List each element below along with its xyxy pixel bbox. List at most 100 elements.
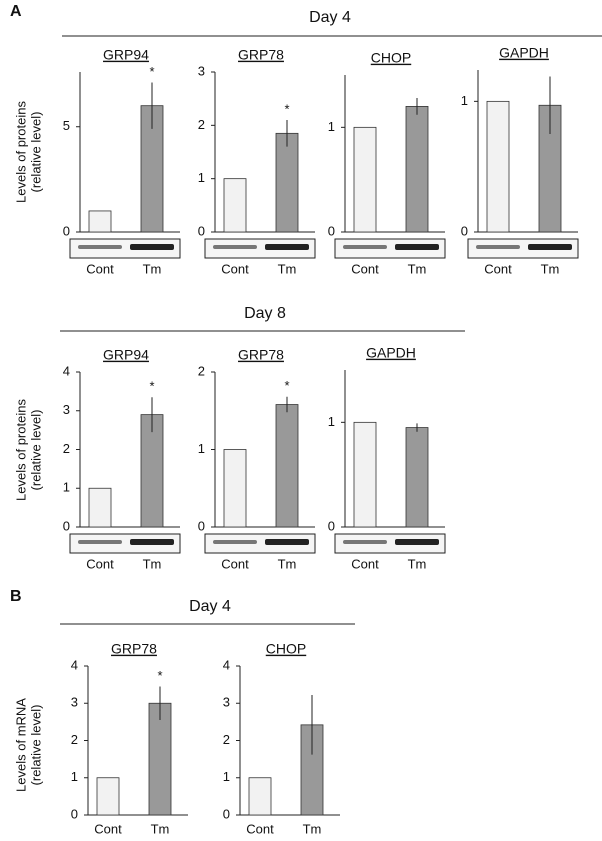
- y-tick-label: 3: [63, 402, 70, 417]
- significance: *: [149, 64, 154, 79]
- bar: [223, 178, 247, 233]
- y-tick-label: 1: [461, 93, 468, 108]
- bar: [405, 106, 429, 233]
- y-tick-label: 0: [328, 518, 335, 533]
- x-tick-label: Cont: [94, 821, 122, 836]
- y-tick-label: 2: [63, 441, 70, 456]
- x-tick-label: Tm: [278, 556, 297, 571]
- bar: [96, 777, 120, 816]
- chart-title: GRP78: [111, 641, 157, 657]
- significance: *: [284, 378, 289, 393]
- x-tick-label: Cont: [221, 556, 249, 571]
- bar: [486, 100, 510, 233]
- y-axis-label: (relative level): [28, 410, 43, 491]
- blot-band: [395, 539, 439, 545]
- bar: [88, 210, 112, 233]
- bar: [405, 427, 429, 528]
- y-tick-label: 4: [223, 657, 230, 672]
- blot-frame: [204, 533, 316, 554]
- section-title: Day 8: [244, 305, 286, 322]
- x-tick-label: Tm: [278, 261, 297, 276]
- blot-frame: [334, 238, 446, 259]
- x-tick-label: Tm: [408, 556, 427, 571]
- bar: [223, 449, 247, 528]
- blot-frame: [69, 533, 181, 554]
- y-tick-label: 1: [328, 414, 335, 429]
- chart-title: GAPDH: [499, 45, 549, 61]
- y-axis-label: (relative level): [28, 112, 43, 193]
- y-tick-label: 1: [328, 119, 335, 134]
- chart-title: GRP78: [238, 347, 284, 363]
- y-tick-label: 3: [71, 695, 78, 710]
- chart-title: GAPDH: [366, 345, 416, 361]
- y-tick-label: 0: [198, 518, 205, 533]
- x-tick-label: Cont: [246, 821, 274, 836]
- bar: [248, 777, 272, 816]
- blot-band: [528, 244, 572, 250]
- blot-band: [476, 245, 520, 249]
- bar: [353, 421, 377, 528]
- panel-letter: B: [10, 588, 22, 605]
- y-tick-label: 0: [461, 223, 468, 238]
- y-tick-label: 2: [71, 732, 78, 747]
- bar: [88, 487, 112, 528]
- x-tick-label: Cont: [351, 261, 379, 276]
- blot-band: [130, 539, 174, 545]
- blot-band: [78, 245, 122, 249]
- chart-title: GRP78: [238, 47, 284, 63]
- y-tick-label: 2: [198, 363, 205, 378]
- y-tick-label: 1: [198, 170, 205, 185]
- y-tick-label: 4: [71, 657, 78, 672]
- x-tick-label: Cont: [484, 261, 512, 276]
- x-tick-label: Cont: [221, 261, 249, 276]
- blot-band: [265, 244, 309, 250]
- y-tick-label: 0: [63, 223, 70, 238]
- y-tick-label: 1: [63, 480, 70, 495]
- x-tick-label: Cont: [351, 556, 379, 571]
- x-tick-label: Tm: [151, 821, 170, 836]
- blot-frame: [467, 238, 579, 259]
- y-axis-label: Levels of proteins: [13, 399, 28, 501]
- y-tick-label: 4: [63, 363, 70, 378]
- y-tick-label: 0: [328, 223, 335, 238]
- y-tick-label: 1: [223, 769, 230, 784]
- y-tick-label: 2: [198, 117, 205, 132]
- blot-frame: [334, 533, 446, 554]
- x-tick-label: Tm: [303, 821, 322, 836]
- y-tick-label: 3: [223, 695, 230, 710]
- chart-title: GRP94: [103, 347, 149, 363]
- chart-title: CHOP: [371, 50, 411, 66]
- section-title: Day 4: [189, 598, 231, 615]
- blot-frame: [204, 238, 316, 259]
- x-tick-label: Tm: [408, 261, 427, 276]
- y-axis-label: Levels of proteins: [13, 101, 28, 203]
- y-tick-label: 5: [63, 118, 70, 133]
- bar: [353, 126, 377, 233]
- x-tick-label: Tm: [143, 556, 162, 571]
- x-tick-label: Cont: [86, 261, 114, 276]
- y-tick-label: 2: [223, 732, 230, 747]
- y-axis-label: (relative level): [28, 705, 43, 786]
- blot-band: [395, 244, 439, 250]
- bar: [275, 404, 299, 528]
- x-tick-label: Tm: [541, 261, 560, 276]
- y-tick-label: 1: [71, 769, 78, 784]
- y-tick-label: 3: [198, 63, 205, 78]
- y-tick-label: 0: [198, 223, 205, 238]
- chart-title: GRP94: [103, 47, 149, 63]
- panel-letter: A: [10, 3, 22, 20]
- y-tick-label: 0: [223, 806, 230, 821]
- y-tick-label: 0: [71, 806, 78, 821]
- blot-band: [343, 245, 387, 249]
- y-tick-label: 1: [198, 441, 205, 456]
- y-tick-label: 0: [63, 518, 70, 533]
- chart-title: CHOP: [266, 641, 306, 657]
- blot-frame: [69, 238, 181, 259]
- blot-band: [130, 244, 174, 250]
- blot-band: [78, 540, 122, 544]
- blot-band: [343, 540, 387, 544]
- x-tick-label: Tm: [143, 261, 162, 276]
- y-axis-label: Levels of mRNA: [13, 698, 28, 792]
- significance: *: [157, 668, 162, 683]
